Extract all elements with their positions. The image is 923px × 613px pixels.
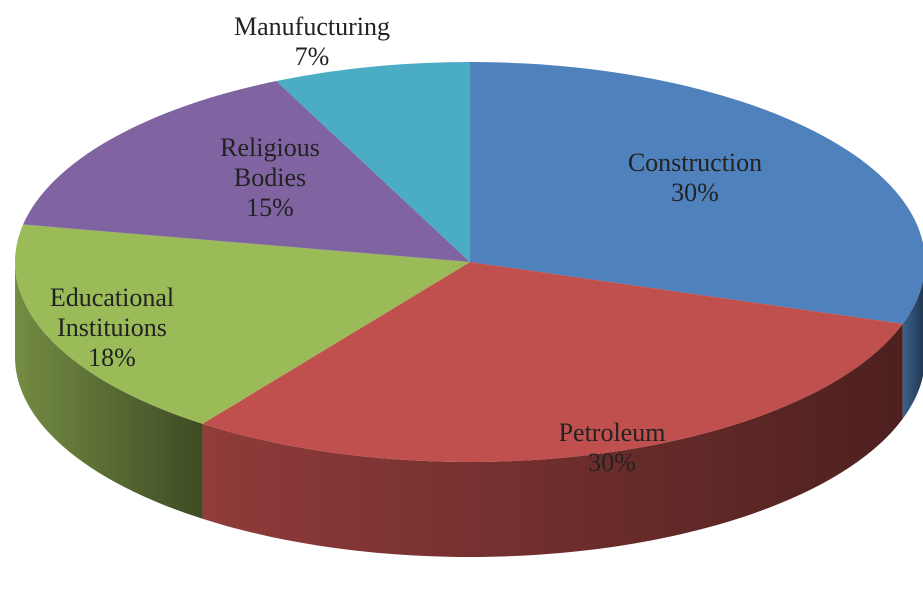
value-label: 7% [294,42,330,71]
slice-label: Educational Instituions 18% [27,283,197,373]
value-label: 15% [246,193,294,222]
value-label: 30% [588,448,636,477]
value-label: 18% [88,343,136,372]
slice-side [902,280,923,419]
pie-slice [14,224,471,424]
category-name: Construction [627,148,763,177]
slice-side [202,323,903,557]
slice-label: Manufucturing 7% [202,12,422,72]
category-name: Petroleum [558,418,666,447]
category-name: Religious Bodies [220,133,320,192]
category-name: Manufucturing [234,12,390,41]
category-name: Educational Instituions [49,283,175,342]
pie-slice [23,81,471,262]
pie-slice [470,62,923,324]
value-label: 30% [671,178,719,207]
slice-label: Construction 30% [585,148,805,208]
slice-label: Religious Bodies 15% [210,133,330,223]
slice-side [15,262,203,519]
pie-slice [202,262,903,462]
pie-slice [276,62,470,262]
slice-label: Petroleum 30% [512,418,712,478]
